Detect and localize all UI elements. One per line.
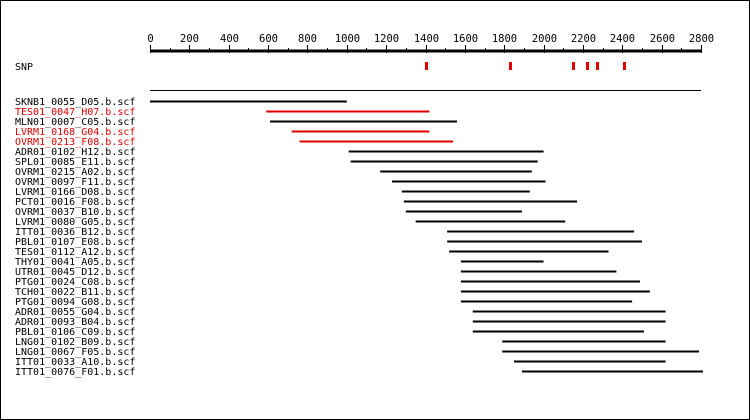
ruler-tick-label: 600 xyxy=(259,33,278,45)
read-row[interactable]: LNG01_0102_B09.b.scf xyxy=(15,337,666,348)
snp-track: SNP xyxy=(15,62,626,73)
read-name[interactable]: SPL01_0085_E11.b.scf xyxy=(15,157,135,168)
read-row[interactable]: SKNB1_0055_D05.b.scf xyxy=(15,97,347,108)
read-row[interactable]: PBL01_0106_C09.b.scf xyxy=(15,327,644,338)
read-row[interactable]: ADR01_0102_H12.b.scf xyxy=(15,147,544,158)
ruler-tick-label: 800 xyxy=(298,33,317,45)
read-row[interactable]: OVRM1_0215_A02.b.scf xyxy=(15,167,532,178)
read-row[interactable]: TCH01_0022_B11.b.scf xyxy=(15,287,650,298)
read-row[interactable]: OVRM1_0097_F11.b.scf xyxy=(15,177,546,188)
ruler-tick-label: 200 xyxy=(180,33,199,45)
ruler-tick-label: 1600 xyxy=(453,33,478,45)
read-name[interactable]: OVRM1_0213_F08.b.scf xyxy=(15,137,135,148)
read-row[interactable]: SPL01_0085_E11.b.scf xyxy=(15,157,538,168)
ruler-tick-label: 2800 xyxy=(689,33,714,45)
read-name[interactable]: LVRM1_0080_G05.b.scf xyxy=(15,217,135,228)
read-row[interactable]: ITT01_0076_F01.b.scf xyxy=(15,367,703,378)
ruler-tick-label: 1000 xyxy=(335,33,360,45)
read-name[interactable]: OVRM1_0215_A02.b.scf xyxy=(15,167,135,178)
read-row[interactable]: ADR01_0093_B04.b.scf xyxy=(15,317,666,328)
read-row[interactable]: TES01_0047_H07.b.scf xyxy=(15,107,430,118)
read-row[interactable]: UTR01_0045_D12.b.scf xyxy=(15,267,617,278)
snp-marker[interactable] xyxy=(596,62,599,70)
read-name[interactable]: TES01_0112_A12.b.scf xyxy=(15,247,135,258)
read-name[interactable]: PBL01_0106_C09.b.scf xyxy=(15,327,135,338)
read-name[interactable]: PTG01_0024_C08.b.scf xyxy=(15,277,135,288)
read-name[interactable]: PTG01_0094_G08.b.scf xyxy=(15,297,135,308)
ruler-tick-label: 2000 xyxy=(532,33,557,45)
read-name[interactable]: ITT01_0036_B12.b.scf xyxy=(15,227,135,238)
read-row[interactable]: ITT01_0033_A10.b.scf xyxy=(15,357,666,368)
ruler-tick-label: 2400 xyxy=(610,33,635,45)
read-row[interactable]: MLN01_0007_C05.b.scf xyxy=(15,117,457,128)
ruler-tick-label: 2200 xyxy=(571,33,596,45)
read-row[interactable]: THY01_0041_A05.b.scf xyxy=(15,257,544,268)
snp-marker[interactable] xyxy=(572,62,575,70)
read-name[interactable]: OVRM1_0097_F11.b.scf xyxy=(15,177,135,188)
read-name[interactable]: THY01_0041_A05.b.scf xyxy=(15,257,135,268)
read-row[interactable]: LVRM1_0166_D08.b.scf xyxy=(15,187,530,198)
read-row[interactable]: PTG01_0024_C08.b.scf xyxy=(15,277,640,288)
snp-marker[interactable] xyxy=(623,62,626,70)
read-name[interactable]: TCH01_0022_B11.b.scf xyxy=(15,287,135,298)
snp-marker[interactable] xyxy=(586,62,589,70)
read-row[interactable]: OVRM1_0037_B10.b.scf xyxy=(15,207,522,218)
read-row[interactable]: TES01_0112_A12.b.scf xyxy=(15,247,609,258)
coordinate-ruler: 0 200 400 600 800 1000 1200 1400 1600 1800 2000 220… xyxy=(147,33,714,53)
snp-label: SNP xyxy=(15,62,33,73)
ruler-tick-label: 400 xyxy=(220,33,239,45)
ruler-tick-label: 1400 xyxy=(414,33,439,45)
read-row[interactable]: OVRM1_0213_F08.b.scf xyxy=(15,137,454,148)
read-alignments: SKNB1_0055_D05.b.scfTES01_0047_H07.b.scf… xyxy=(15,97,703,378)
snp-marker[interactable] xyxy=(425,62,428,70)
read-name[interactable]: LVRM1_0166_D08.b.scf xyxy=(15,187,135,198)
ruler-tick-label: 1800 xyxy=(492,33,517,45)
read-row[interactable]: LVRM1_0168_G04.b.scf xyxy=(15,127,430,138)
read-name[interactable]: LNG01_0102_B09.b.scf xyxy=(15,337,135,348)
read-name[interactable]: TES01_0047_H07.b.scf xyxy=(15,107,135,118)
read-name[interactable]: SKNB1_0055_D05.b.scf xyxy=(15,97,135,108)
read-name[interactable]: OVRM1_0037_B10.b.scf xyxy=(15,207,135,218)
snp-marker[interactable] xyxy=(509,62,512,70)
read-row[interactable]: PCT01_0016_F08.b.scf xyxy=(15,197,578,208)
read-name[interactable]: ADR01_0055_G04.b.scf xyxy=(15,307,135,318)
read-name[interactable]: UTR01_0045_D12.b.scf xyxy=(15,267,135,278)
read-name[interactable]: ITT01_0033_A10.b.scf xyxy=(15,357,135,368)
read-name[interactable]: LNG01_0067_F05.b.scf xyxy=(15,347,135,358)
read-row[interactable]: PTG01_0094_G08.b.scf xyxy=(15,297,633,308)
read-row[interactable]: ITT01_0036_B12.b.scf xyxy=(15,227,635,238)
read-name[interactable]: ITT01_0076_F01.b.scf xyxy=(15,367,135,378)
read-row[interactable]: PBL01_0107_E08.b.scf xyxy=(15,237,642,248)
read-name[interactable]: PCT01_0016_F08.b.scf xyxy=(15,197,135,208)
read-row[interactable]: ADR01_0055_G04.b.scf xyxy=(15,307,666,318)
read-name[interactable]: MLN01_0007_C05.b.scf xyxy=(15,117,135,128)
ruler-tick-label: 1200 xyxy=(374,33,399,45)
read-name[interactable]: ADR01_0093_B04.b.scf xyxy=(15,317,135,328)
read-name[interactable]: ADR01_0102_H12.b.scf xyxy=(15,147,135,158)
ruler-tick-label: 2600 xyxy=(650,33,675,45)
read-name[interactable]: LVRM1_0168_G04.b.scf xyxy=(15,127,135,138)
read-name[interactable]: PBL01_0107_E08.b.scf xyxy=(15,237,135,248)
read-row[interactable]: LVRM1_0080_G05.b.scf xyxy=(15,217,566,228)
read-row[interactable]: LNG01_0067_F05.b.scf xyxy=(15,347,700,358)
ruler-tick-label: 0 xyxy=(147,33,153,45)
